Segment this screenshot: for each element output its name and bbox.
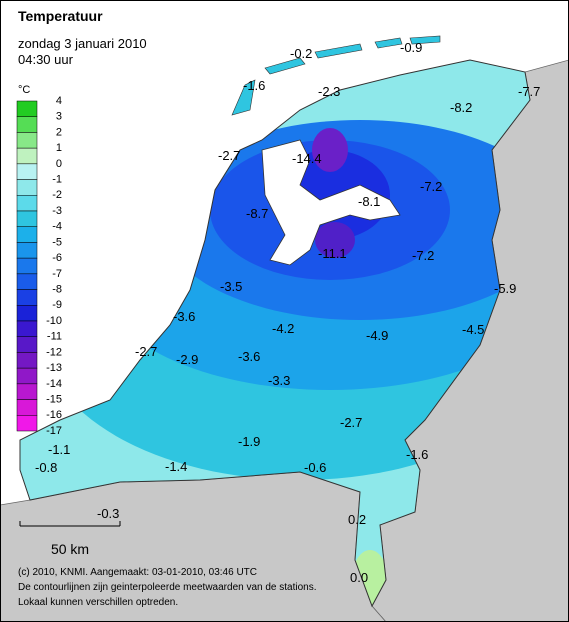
legend-label: -6 — [52, 252, 62, 264]
legend-label: -4 — [52, 221, 62, 233]
legend-label: -9 — [52, 299, 62, 311]
coastline — [19, 59, 531, 608]
legend-label: -3 — [52, 205, 62, 217]
wadden-islands — [231, 35, 441, 116]
legend-swatch — [16, 226, 38, 243]
legend-swatch — [16, 242, 38, 259]
legend-unit: °C — [18, 84, 30, 96]
legend-label: -1 — [52, 173, 62, 185]
legend-swatch — [16, 273, 38, 290]
legend-swatch — [16, 132, 38, 149]
station-value: -11.1 — [318, 246, 347, 261]
legend-label: -10 — [46, 315, 62, 327]
station-value: -4.9 — [366, 328, 388, 343]
station-value: -0.2 — [290, 46, 312, 61]
legend-label: -14 — [46, 378, 62, 390]
island — [409, 35, 441, 45]
legend-label: 0 — [56, 158, 62, 170]
legend-label: -8 — [52, 283, 62, 295]
legend-label: -7 — [52, 268, 62, 280]
legend-label: -13 — [46, 362, 62, 374]
legend-swatch — [16, 305, 38, 322]
station-value: -3.6 — [173, 309, 195, 324]
station-value: -7.7 — [518, 84, 540, 99]
legend-swatch — [16, 289, 38, 306]
legend-swatch — [16, 336, 38, 353]
station-value: -2.3 — [318, 84, 340, 99]
station-value: -1.1 — [48, 442, 70, 457]
station-value: -1.4 — [165, 459, 187, 474]
date: zondag 3 januari 2010 — [18, 36, 147, 51]
station-value: -7.2 — [412, 248, 434, 263]
title: Temperatuur — [18, 8, 103, 24]
station-value: -4.5 — [462, 322, 484, 337]
station-value: -0.3 — [97, 506, 119, 521]
station-value: -3.6 — [238, 349, 260, 364]
island — [374, 37, 403, 49]
legend-label: -17 — [46, 425, 62, 437]
legend-label: -2 — [52, 189, 62, 201]
station-value: -1.9 — [238, 434, 260, 449]
station-value: 0.0 — [350, 570, 368, 585]
legend-swatch — [16, 100, 38, 117]
station-value: 0.2 — [348, 512, 366, 527]
station-value: -2.7 — [340, 415, 362, 430]
station-value: -1.6 — [243, 78, 265, 93]
legend-swatch — [16, 320, 38, 337]
legend-swatch — [16, 367, 38, 385]
zone — [315, 222, 355, 258]
legend-label: 2 — [56, 126, 62, 138]
station-value: -14.4 — [292, 151, 322, 166]
legend-swatch — [16, 352, 38, 369]
legend-label: -11 — [47, 331, 62, 343]
ijsselmeer — [261, 139, 401, 266]
legend-swatch — [16, 399, 38, 416]
legend-label: 1 — [56, 142, 62, 154]
zone — [312, 128, 348, 172]
station-value: -0.9 — [400, 40, 422, 55]
legend-swatch — [16, 163, 38, 180]
station-value: -4.2 — [272, 321, 294, 336]
station-value: -2.9 — [176, 352, 198, 367]
station-value: -8.1 — [358, 194, 380, 209]
legend-swatch — [16, 116, 38, 133]
legend-swatch — [16, 210, 38, 227]
scale-label: 50 km — [51, 541, 89, 557]
legend-label: 3 — [56, 111, 62, 123]
legend-swatch — [16, 415, 38, 432]
legend-label: -15 — [46, 393, 62, 405]
station-value: -8.2 — [450, 100, 472, 115]
credit: (c) 2010, KNMI. Aangemaakt: 03-01-2010, … — [18, 567, 257, 578]
legend-label: -12 — [46, 346, 62, 358]
credit: Lokaal kunnen verschillen optreden. — [18, 597, 178, 608]
station-value: -5.9 — [494, 281, 516, 296]
legend-label: 4 — [56, 95, 62, 107]
station-value: -3.5 — [220, 279, 242, 294]
legend: 4 3 2 1 0 -1 -2 -3 -4 -5 -6 -7 -8 -9 -10 -11 -12 -13 -14 -1… — [16, 95, 62, 437]
legend-swatch — [16, 383, 38, 400]
station-value: -8.7 — [246, 206, 268, 221]
station-value: -7.2 — [420, 179, 442, 194]
station-value: -2.7 — [135, 344, 157, 359]
legend-swatch — [16, 257, 38, 275]
station-value: -0.8 — [35, 460, 57, 475]
time: 04:30 uur — [18, 52, 74, 67]
station-value: -0.6 — [304, 460, 326, 475]
stations: -0.2 -0.9 -1.6 -2.3 -8.2 -7.7 -2.7 -14.4 -8.7 -8.… — [35, 40, 540, 585]
legend-swatch — [16, 147, 38, 165]
legend-swatch — [16, 195, 38, 212]
legend-label: -16 — [46, 409, 62, 421]
island — [231, 79, 256, 116]
island — [264, 57, 306, 75]
legend-swatch — [16, 179, 38, 196]
station-value: -2.7 — [218, 148, 240, 163]
island — [314, 43, 363, 59]
station-value: -1.6 — [406, 447, 428, 462]
legend-label: -5 — [52, 236, 62, 248]
station-value: -3.3 — [268, 373, 290, 388]
credit: De contourlijnen zijn geinterpoleerde me… — [18, 582, 317, 593]
